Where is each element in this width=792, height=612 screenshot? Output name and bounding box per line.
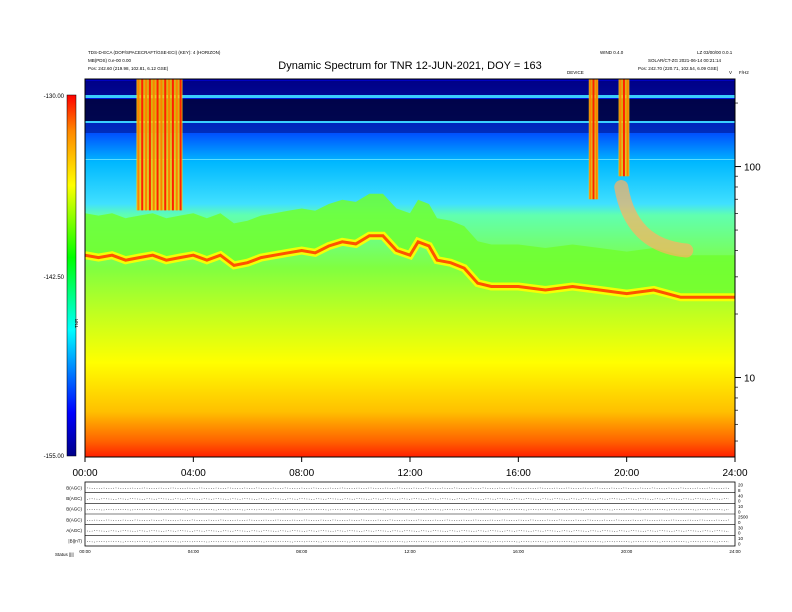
colorbar-label-mid: -142.50 [44,275,65,281]
panel-x-tick-label: 04:00 [188,549,200,554]
panel-footer-label: Status |||| [55,552,74,557]
heatmap [85,79,735,457]
header-right-line1b: LZ 03/00/00 0.0.1 [697,50,733,55]
panel-label: |B|(nT) [68,539,82,544]
panel-label: B(AGC) [66,507,82,512]
dark-band [85,123,735,133]
panel-trace [86,498,730,500]
dark-band [85,99,735,121]
marker-v: V [729,70,732,75]
panel-x-tick-label: 08:00 [296,549,308,554]
chart-title: Dynamic Spectrum for TNR 12-JUN-2021, DO… [278,60,541,72]
panel-label: B(AGC) [66,496,82,501]
bottom-panels: B(AGC) B(AGC) B(AGC) B(AGC) A(AGC) |B|(nT) 208… [55,481,749,557]
cyan-line [85,121,735,123]
dark-band [85,81,735,95]
panel-right-label: 20 [738,483,744,488]
panel-right-label: 10 [738,504,744,509]
y-tick-label: 10 [744,374,756,385]
header-left-line3: Pos: 242.60 (219.98, 102.81, 6.12 GSE) [88,66,169,71]
x-tick-label: 24:00 [722,468,747,479]
x-tick-label: 12:00 [397,468,422,479]
panel-trace [86,530,730,532]
panel-x-tick-label: 12:00 [404,549,416,554]
x-tick-label: 08:00 [289,468,314,479]
panel-x-tick-label: 16:00 [513,549,525,554]
panel-right-label: 0 [738,541,741,546]
plasma-band [85,193,735,300]
colorbar: -130.00 -142.50 -155.00 TNR [44,94,79,460]
header-left-line1: TDS-D-ECA (DOP/SPACECRAFT/GSE-ECI) (KEY)… [88,50,221,55]
panel-x-tick-label: 00:00 [79,549,91,554]
panel-right-label: 0 [738,499,741,504]
x-tick-label: 16:00 [506,468,531,479]
x-tick-label: 20:00 [614,468,639,479]
panel-right-label: 30 [738,525,744,530]
panel-trace [86,508,730,511]
y-axis: 100 10 [735,102,761,442]
panel-right-label: 10 [738,536,744,541]
colorbar-label-top: -130.00 [44,94,65,100]
panel-label: B(AGC) [66,517,82,522]
panel-right-label: 0 [738,531,741,536]
panel-right-label: 2500 [738,515,749,520]
colorbar-label-bottom: -155.00 [44,454,65,460]
panel-right-label: 40 [738,493,744,498]
panel-trace [86,519,730,522]
x-axis: 00:00 04:00 08:00 12:00 16:00 20:00 24:00 [72,457,748,479]
panel-right-label: 8 [738,488,741,493]
drifting-burst [614,179,694,258]
panel-x-tick-label: 20:00 [621,549,633,554]
panel-right-label: 0 [738,509,741,514]
panel-trace [86,540,730,543]
y-tick-label: 100 [744,163,761,174]
panel-x-tick-label: 24:00 [729,549,741,554]
x-tick-label: 00:00 [72,468,97,479]
header-right-line3: Pos: 242.70 (220.71, 102.54, 6.09 GSE) [638,66,719,71]
header-right-line2: SOLAR/CT-ZG 2021-06-14 00:21:14 [648,58,722,63]
cyan-line [85,95,735,98]
heatmap-layers [85,79,735,302]
colorbar-units: TNR [74,318,79,328]
burst [136,79,183,211]
panel-right-label: 0 [738,520,741,525]
marker-device: DEVICE [567,70,584,75]
plasma-line [85,234,735,299]
header: TDS-D-ECA (DOP/SPACECRAFT/GSE-ECI) (KEY)… [88,50,749,75]
marker-fh2: F/H2 [739,70,749,75]
cyan-line [85,159,735,160]
panel-label: B(AGC) [66,485,82,490]
header-right-line1a: WIND 0.4.0 [600,50,624,55]
x-tick-label: 04:00 [181,468,206,479]
panel-trace [86,487,730,490]
colorbar-gradient [66,94,77,457]
panel-label: A(AGC) [66,528,82,533]
header-left-line2: MB(PDS) 0.e-00 0.00 [88,58,132,63]
